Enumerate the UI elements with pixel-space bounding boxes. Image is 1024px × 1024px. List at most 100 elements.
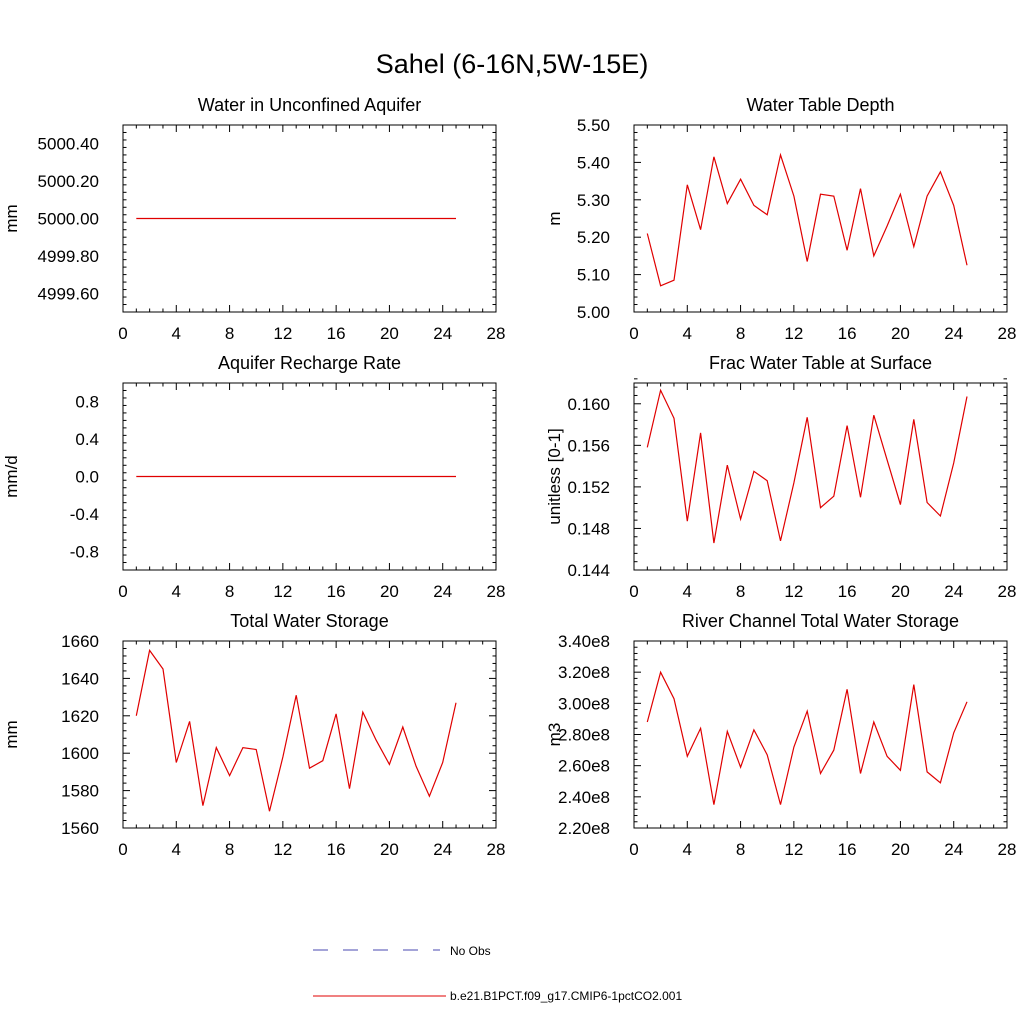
- y-tick-label: -0.4: [70, 505, 99, 524]
- y-tick-label: 0.148: [567, 519, 610, 538]
- plot-frame: [633, 640, 1008, 829]
- y-tick-label: 0.0: [75, 468, 99, 487]
- x-tick-label: 12: [273, 582, 292, 601]
- panel-title: Total Water Storage: [230, 611, 388, 631]
- x-tick-label: 28: [487, 840, 506, 859]
- x-tick-label: 8: [225, 840, 234, 859]
- y-axis-label: m: [545, 211, 564, 225]
- y-tick-label: 2.80e8: [558, 726, 610, 745]
- panel-title: Water in Unconfined Aquifer: [198, 95, 421, 115]
- x-tick-label: 8: [225, 582, 234, 601]
- panels: 0 4 8 12 16 20 24 284999.604999.805000.005000.2…: [2, 95, 1016, 859]
- y-tick-label: 2.40e8: [558, 788, 610, 807]
- series-line: [135, 648, 457, 812]
- x-tick-label: 28: [998, 840, 1017, 859]
- x-tick-label: 24: [944, 840, 963, 859]
- y-tick-label: 0.8: [75, 393, 99, 412]
- x-tick-label: 28: [998, 582, 1017, 601]
- panel-6: 0 4 8 12 16 20 24 28 2.20e8 2.40e8 2.60e8 2.80e8 3.0…: [545, 611, 1016, 859]
- panel-2: 0 4 8 12 16 20 24 28 5.00 5.10 5.20 5.30 5.40 5.50 Wat…: [545, 95, 1016, 343]
- y-tick-label: 0.4: [75, 430, 99, 449]
- y-tick-label: 5.30: [577, 191, 610, 210]
- figure-title: Sahel (6-16N,5W-15E): [376, 49, 649, 79]
- y-tick-label: 5000.40: [38, 135, 99, 154]
- x-tick-label: 20: [891, 840, 910, 859]
- panel-4: 0 4 8 12 16 20 24 28 0.144 0.148 0.152 0.156 0.160 Fr…: [545, 353, 1016, 601]
- y-tick-label: 1640: [61, 669, 99, 688]
- x-tick-label: 16: [838, 582, 857, 601]
- y-axis-label: unitless [0-1]: [545, 428, 564, 524]
- plot-frame: [633, 124, 1008, 313]
- legend-model-label: b.e21.B1PCT.f09_g17.CMIP6-1pctCO2.001: [450, 989, 682, 1003]
- x-tick-label: 28: [487, 582, 506, 601]
- y-tick-label: 1560: [61, 819, 99, 838]
- y-tick-label: 5.50: [577, 116, 610, 135]
- x-tick-label: 16: [327, 324, 346, 343]
- x-tick-label: 8: [225, 324, 234, 343]
- x-tick-label: 24: [944, 324, 963, 343]
- x-tick-label: 4: [172, 840, 181, 859]
- y-tick-label: 0.160: [567, 395, 610, 414]
- y-tick-label: 3.40e8: [558, 632, 610, 651]
- x-tick-label: 20: [891, 582, 910, 601]
- x-tick-label: 16: [327, 840, 346, 859]
- x-tick-label: 28: [998, 324, 1017, 343]
- x-tick-label: 12: [273, 324, 292, 343]
- x-tick-label: 28: [487, 324, 506, 343]
- x-tick-label: 4: [172, 324, 181, 343]
- y-tick-label: 0.144: [567, 561, 610, 580]
- y-axis-label: mm: [2, 204, 21, 232]
- legend-obs-label: No Obs: [450, 944, 491, 958]
- x-tick-label: 0: [118, 840, 127, 859]
- x-tick-label: 20: [380, 582, 399, 601]
- plot-frame: [122, 640, 497, 829]
- y-axis-label: m3: [545, 723, 564, 747]
- y-tick-label: 0.152: [567, 478, 610, 497]
- y-tick-label: -0.8: [70, 542, 99, 561]
- series-line: [646, 670, 968, 805]
- x-tick-label: 0: [629, 324, 638, 343]
- panel-3: 0 4 8 12 16 20 24 28 -0.8 -0.4 0.0 0.4 0.8 Aquifer Re…: [2, 353, 505, 601]
- x-tick-label: 12: [784, 840, 803, 859]
- y-tick-label: 2.60e8: [558, 757, 610, 776]
- x-tick-label: 24: [433, 840, 452, 859]
- x-tick-label: 16: [838, 324, 857, 343]
- x-tick-label: 0: [629, 582, 638, 601]
- x-tick-label: 4: [683, 582, 692, 601]
- y-tick-label: 2.20e8: [558, 819, 610, 838]
- x-tick-label: 0: [118, 582, 127, 601]
- x-tick-label: 24: [944, 582, 963, 601]
- x-tick-label: 4: [172, 582, 181, 601]
- x-tick-label: 8: [736, 840, 745, 859]
- y-tick-label: 5000.00: [38, 210, 99, 229]
- series-line: [646, 388, 968, 544]
- x-tick-label: 20: [891, 324, 910, 343]
- x-tick-label: 12: [273, 840, 292, 859]
- x-tick-label: 24: [433, 582, 452, 601]
- panel-title: River Channel Total Water Storage: [682, 611, 959, 631]
- plot-frame: [633, 382, 1008, 571]
- x-tick-label: 12: [784, 582, 803, 601]
- x-tick-label: 0: [118, 324, 127, 343]
- x-tick-label: 20: [380, 324, 399, 343]
- x-tick-label: 0: [629, 840, 638, 859]
- x-tick-label: 8: [736, 324, 745, 343]
- panel-5: 0 4 8 12 16 20 24 28156015801600162016401660Tot…: [2, 611, 505, 859]
- panel-title: Water Table Depth: [746, 95, 894, 115]
- x-tick-label: 24: [433, 324, 452, 343]
- x-tick-label: 4: [683, 840, 692, 859]
- y-tick-label: 5.20: [577, 228, 610, 247]
- x-tick-label: 16: [838, 840, 857, 859]
- y-tick-label: 0.156: [567, 436, 610, 455]
- x-tick-label: 20: [380, 840, 399, 859]
- y-tick-label: 1600: [61, 744, 99, 763]
- y-tick-label: 5.00: [577, 303, 610, 322]
- y-tick-label: 1660: [61, 632, 99, 651]
- panel-title: Frac Water Table at Surface: [709, 353, 932, 373]
- panel-title: Aquifer Recharge Rate: [218, 353, 401, 373]
- y-tick-label: 5.10: [577, 266, 610, 285]
- y-tick-label: 5000.20: [38, 172, 99, 191]
- x-tick-label: 16: [327, 582, 346, 601]
- panel-1: 0 4 8 12 16 20 24 28 4999.60 4999.80 5000.00 5000.2…: [2, 95, 505, 343]
